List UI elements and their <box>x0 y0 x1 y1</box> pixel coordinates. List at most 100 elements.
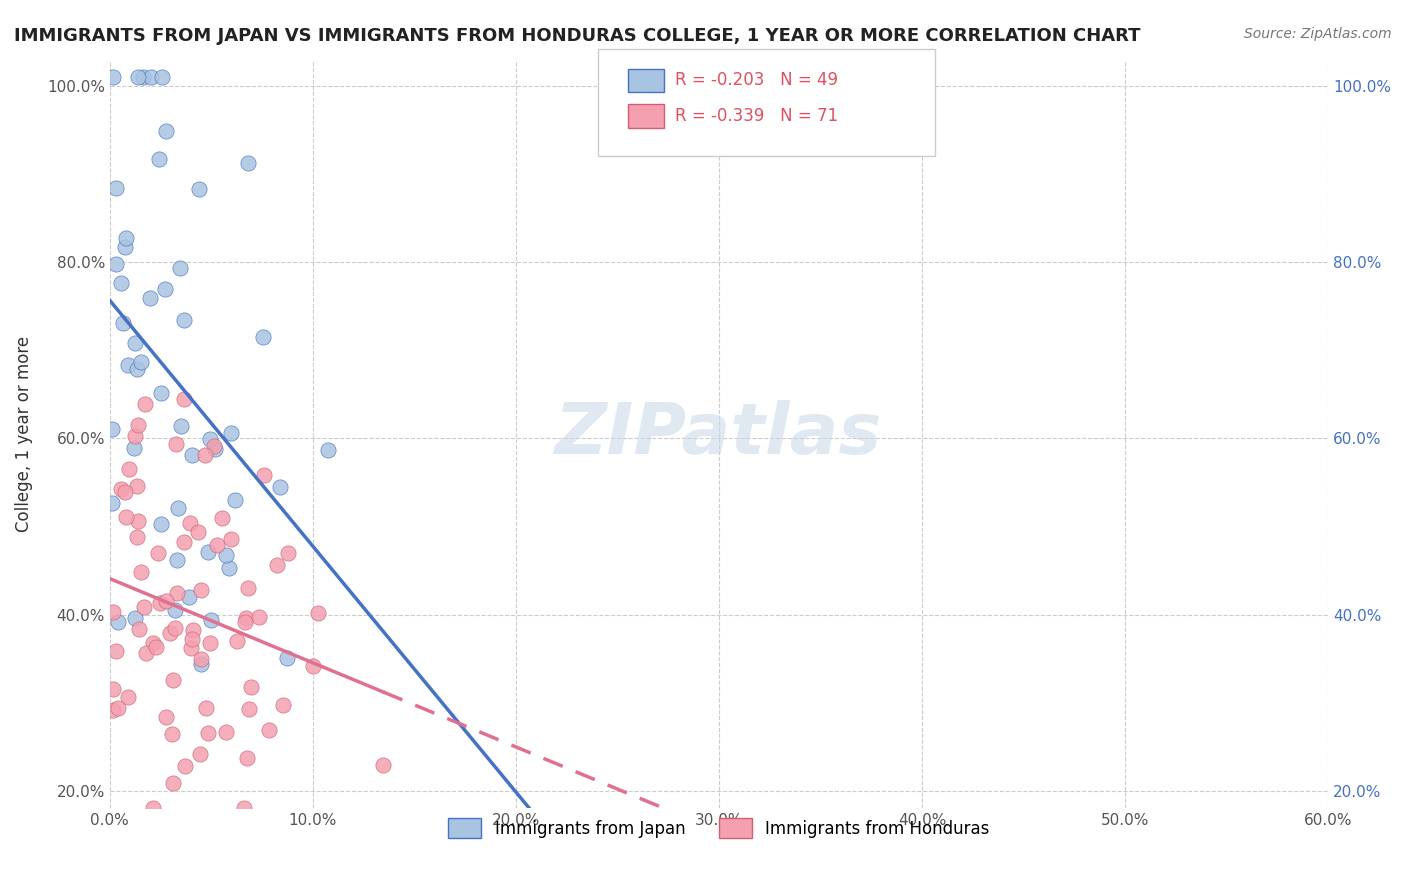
Point <box>114 230 136 244</box>
Point <box>181 623 204 637</box>
Point <box>132 599 155 614</box>
Point <box>124 442 146 456</box>
Point <box>179 590 201 604</box>
Point <box>155 710 177 724</box>
Point <box>159 625 181 640</box>
Point <box>214 725 236 739</box>
Point <box>149 516 172 531</box>
Point <box>110 483 132 497</box>
Point <box>149 597 172 611</box>
Text: R = -0.339   N = 71: R = -0.339 N = 71 <box>675 107 838 125</box>
Point <box>181 448 204 462</box>
Point <box>190 583 212 598</box>
Point <box>180 632 202 646</box>
Point <box>103 703 125 717</box>
Point <box>148 152 170 166</box>
Point <box>247 610 270 624</box>
Point <box>218 561 240 575</box>
Point <box>233 801 256 815</box>
Point <box>259 723 281 738</box>
Point <box>301 659 323 673</box>
Point <box>165 603 187 617</box>
Point <box>238 702 260 716</box>
Point <box>207 538 229 552</box>
Point <box>145 640 167 654</box>
Point <box>167 500 190 515</box>
Point <box>170 419 193 434</box>
Point <box>200 613 222 627</box>
Point <box>198 636 221 650</box>
Point <box>224 493 246 508</box>
Point <box>125 479 148 493</box>
Point <box>129 355 152 369</box>
Point <box>125 530 148 544</box>
Point <box>239 680 262 694</box>
Point <box>187 525 209 540</box>
Point <box>221 425 243 440</box>
Point <box>111 316 134 330</box>
Point <box>166 585 188 599</box>
Point <box>117 690 139 704</box>
Point <box>134 397 156 411</box>
Point <box>141 70 163 85</box>
Point <box>150 70 173 85</box>
Point <box>198 432 221 446</box>
Point <box>197 726 219 740</box>
Point <box>371 758 394 772</box>
Point <box>127 514 149 528</box>
Point <box>253 467 276 482</box>
Point <box>202 439 225 453</box>
Point <box>107 615 129 629</box>
Point <box>190 657 212 671</box>
Point <box>142 801 165 815</box>
Point <box>307 606 329 620</box>
Point <box>166 553 188 567</box>
Point <box>105 256 128 270</box>
Point <box>211 511 233 525</box>
Point <box>235 610 257 624</box>
Point <box>316 442 339 457</box>
Point <box>101 605 124 619</box>
Point <box>236 751 259 765</box>
Point <box>188 747 211 761</box>
Point <box>139 291 162 305</box>
Point <box>276 651 298 665</box>
Point <box>173 392 195 407</box>
Point <box>179 516 201 530</box>
Text: ZIPatlas: ZIPatlas <box>555 400 883 468</box>
Point <box>165 437 187 451</box>
Point <box>165 621 187 635</box>
Point <box>269 480 291 494</box>
Point <box>132 70 155 85</box>
Point <box>277 546 299 560</box>
Point <box>155 594 177 608</box>
Y-axis label: College, 1 year or more: College, 1 year or more <box>15 336 32 533</box>
Point <box>236 156 259 170</box>
Point <box>190 651 212 665</box>
Point <box>173 535 195 549</box>
Point <box>115 510 138 524</box>
Point <box>174 759 197 773</box>
Point <box>107 700 129 714</box>
Point <box>271 698 294 712</box>
Point <box>252 329 274 343</box>
Point <box>187 181 209 195</box>
Point <box>146 546 169 560</box>
Point <box>194 701 217 715</box>
Point <box>114 240 136 254</box>
Point <box>105 181 128 195</box>
Point <box>118 462 141 476</box>
Point <box>162 673 184 687</box>
Point <box>173 313 195 327</box>
Point <box>125 362 148 376</box>
Point <box>215 548 238 562</box>
Point <box>180 640 202 655</box>
Point <box>194 449 217 463</box>
Point <box>225 633 247 648</box>
Point <box>266 558 288 572</box>
Point <box>204 442 226 457</box>
Point <box>117 358 139 372</box>
Point <box>101 422 124 436</box>
Point <box>155 282 177 296</box>
Point <box>124 611 146 625</box>
